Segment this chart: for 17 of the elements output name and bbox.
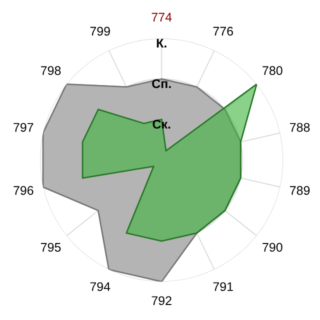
spoke-label: 774 (152, 12, 172, 22)
y-tick-label: Ск. (152, 120, 170, 129)
spoke-label: 791 (213, 282, 233, 292)
spoke-label: 799 (90, 26, 110, 36)
spoke-label: 790 (262, 242, 282, 252)
spoke-label: 795 (41, 242, 61, 252)
spoke-label: 789 (290, 186, 310, 195)
y-tick-label: Сп. (152, 79, 171, 88)
spoke-label: 796 (14, 186, 34, 195)
spoke-label: 780 (262, 66, 282, 75)
y-tick-label: К. (156, 38, 166, 48)
spoke-label: 794 (90, 282, 110, 292)
spoke-label: 798 (41, 66, 61, 75)
spoke-label: 788 (290, 122, 310, 132)
spoke-label: 792 (152, 296, 172, 306)
spoke-label: 776 (213, 26, 233, 36)
spoke-label: 797 (14, 122, 34, 132)
